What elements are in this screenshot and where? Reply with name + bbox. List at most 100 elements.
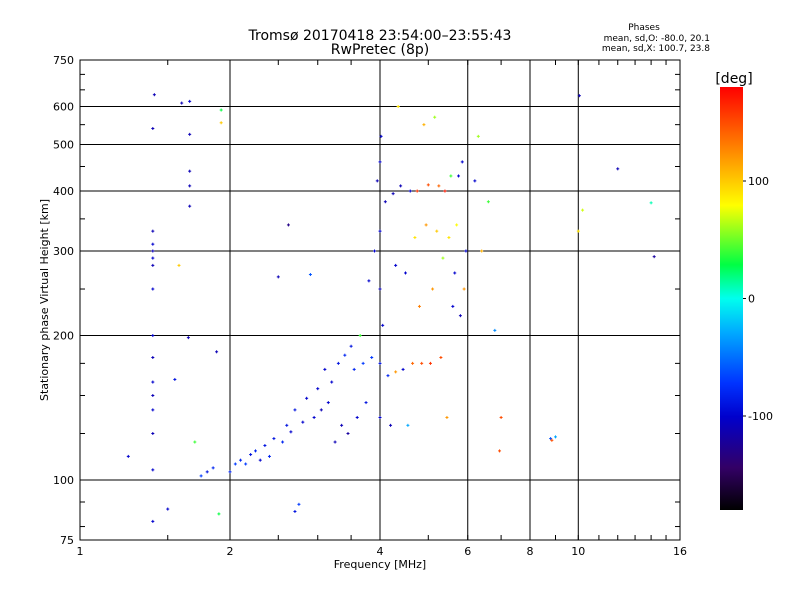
data-point [151, 287, 155, 291]
data-point [581, 208, 585, 212]
chart-title: Tromsø 20170418 23:54:00–23:55:43 [248, 28, 512, 44]
y-tick-label: 750 [53, 54, 74, 67]
colorbar-tick-label: 100 [748, 175, 769, 188]
grid-lines [80, 60, 680, 540]
data-point [285, 423, 289, 427]
data-point [370, 355, 374, 359]
data-point [553, 435, 557, 439]
data-point [281, 440, 285, 444]
data-point [379, 134, 383, 138]
data-point [396, 105, 400, 109]
data-point [323, 367, 327, 371]
data-point [289, 430, 293, 434]
data-point [126, 454, 130, 458]
data-point [447, 236, 451, 240]
data-point [649, 201, 653, 205]
data-point [349, 344, 353, 348]
data-point [652, 255, 656, 259]
data-point [244, 462, 248, 466]
data-point [249, 453, 253, 457]
x-tick-label: 1 [77, 545, 84, 558]
data-point [355, 415, 359, 419]
data-point [373, 249, 377, 253]
data-point [211, 466, 215, 470]
data-point [391, 192, 395, 196]
data-point [364, 401, 368, 405]
data-point [253, 449, 257, 453]
data-point [435, 229, 439, 233]
data-point [476, 134, 480, 138]
y-tick-label: 200 [53, 330, 74, 343]
data-point [399, 184, 403, 188]
data-point [340, 423, 344, 427]
data-point [151, 229, 155, 233]
data-point [152, 93, 156, 97]
data-point [383, 200, 387, 204]
data-point [381, 323, 385, 327]
data-point [550, 438, 554, 442]
data-point [408, 189, 412, 193]
data-point [441, 256, 445, 260]
data-point [151, 408, 155, 412]
data-point [378, 361, 382, 365]
data-point [193, 440, 197, 444]
data-point [415, 189, 419, 193]
y-tick-label: 600 [53, 101, 74, 114]
data-point [286, 223, 290, 227]
x-tick-label: 16 [673, 545, 687, 558]
data-point [480, 249, 484, 253]
x-tick-label: 6 [464, 545, 471, 558]
colorbar-tick-label: 0 [748, 293, 755, 306]
data-point [177, 263, 181, 267]
data-point [616, 167, 620, 171]
data-point [406, 423, 410, 427]
data-point [457, 174, 461, 178]
legend-line-x: mean, sd,X: 100.7, 23.8 [602, 44, 710, 54]
data-point [460, 160, 464, 164]
data-point [336, 361, 340, 365]
data-point [413, 236, 417, 240]
data-point [464, 249, 468, 253]
data-point [498, 449, 502, 453]
data-points [126, 93, 656, 523]
data-point [333, 440, 337, 444]
data-point [180, 101, 184, 105]
data-point [205, 470, 209, 474]
data-point [445, 415, 449, 419]
data-point [151, 242, 155, 246]
colorbar-tick-label: -100 [748, 410, 773, 423]
data-point [367, 279, 371, 283]
data-point [263, 444, 267, 448]
data-point [173, 377, 177, 381]
legend-title: Phases [628, 23, 660, 33]
data-point [228, 470, 232, 474]
data-point [316, 387, 320, 391]
data-point [352, 367, 356, 371]
colorbar [720, 87, 743, 510]
data-point [239, 458, 243, 462]
data-point [453, 271, 457, 275]
data-point [439, 355, 443, 359]
data-point [276, 275, 280, 279]
data-point [326, 401, 330, 405]
data-point [188, 99, 192, 103]
data-point [455, 223, 459, 227]
data-point [330, 380, 334, 384]
data-point [422, 123, 426, 127]
data-point [188, 184, 192, 188]
data-point [151, 380, 155, 384]
chart-subtitle: RwPretec (8p) [331, 42, 429, 58]
data-point [293, 509, 297, 513]
data-point [431, 287, 435, 291]
data-point [267, 454, 271, 458]
data-point [375, 179, 379, 183]
data-point [301, 420, 305, 424]
data-point [386, 374, 390, 378]
data-point [186, 336, 190, 340]
data-point [417, 304, 421, 308]
data-point [378, 229, 382, 233]
data-point [499, 415, 503, 419]
data-point [293, 408, 297, 412]
data-point [308, 273, 312, 277]
